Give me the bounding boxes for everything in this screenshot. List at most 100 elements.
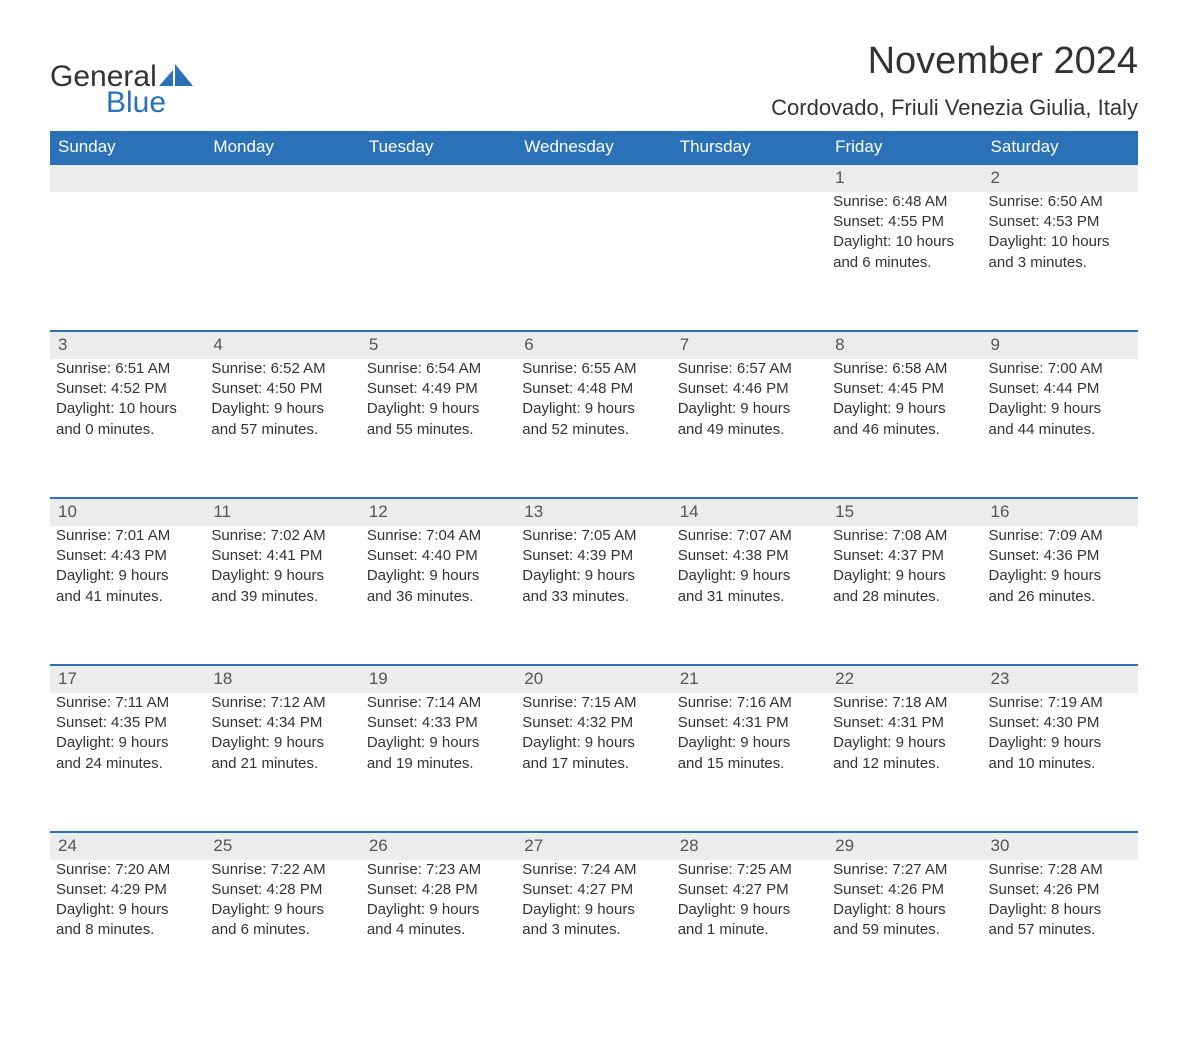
page: General Blue November 2024 Cordovado, Fr… (0, 0, 1188, 1048)
day-line: and 3 minutes. (522, 920, 665, 940)
day-line: Daylight: 9 hours (56, 566, 199, 586)
month-title: November 2024 (771, 40, 1138, 83)
day-number-cell (516, 164, 671, 192)
day-line: Sunset: 4:46 PM (678, 379, 821, 399)
day-number-cell: 25 (205, 832, 360, 860)
day-number-cell (205, 164, 360, 192)
day-content-cell: Sunrise: 7:28 AMSunset: 4:26 PMDaylight:… (983, 860, 1138, 998)
day-content-cell: Sunrise: 7:12 AMSunset: 4:34 PMDaylight:… (205, 693, 360, 832)
day-content-cell: Sunrise: 6:55 AMSunset: 4:48 PMDaylight:… (516, 359, 671, 498)
day-line: Sunset: 4:45 PM (833, 379, 976, 399)
week-number-row: 17181920212223 (50, 665, 1138, 693)
day-line: and 55 minutes. (367, 420, 510, 440)
day-line: Sunrise: 7:20 AM (56, 860, 199, 880)
day-line: Sunset: 4:32 PM (522, 713, 665, 733)
day-header: Wednesday (516, 131, 671, 164)
day-line: Sunrise: 7:04 AM (367, 526, 510, 546)
day-number-cell: 15 (827, 498, 982, 526)
day-number-cell: 9 (983, 331, 1138, 359)
calendar-head: SundayMondayTuesdayWednesdayThursdayFrid… (50, 131, 1138, 164)
day-line: Sunrise: 6:54 AM (367, 359, 510, 379)
day-line: Daylight: 9 hours (211, 566, 354, 586)
day-line: Sunset: 4:37 PM (833, 546, 976, 566)
day-line: Sunrise: 7:07 AM (678, 526, 821, 546)
day-line: Daylight: 9 hours (211, 399, 354, 419)
day-line: and 52 minutes. (522, 420, 665, 440)
day-line: Daylight: 9 hours (211, 733, 354, 753)
day-header: Thursday (672, 131, 827, 164)
day-line: Daylight: 9 hours (522, 900, 665, 920)
day-line: Sunset: 4:49 PM (367, 379, 510, 399)
day-line: Daylight: 9 hours (989, 399, 1132, 419)
day-line: Sunset: 4:34 PM (211, 713, 354, 733)
day-number-cell: 12 (361, 498, 516, 526)
day-line: Daylight: 9 hours (367, 900, 510, 920)
day-line: Sunset: 4:29 PM (56, 880, 199, 900)
day-line: Daylight: 9 hours (211, 900, 354, 920)
day-line: and 4 minutes. (367, 920, 510, 940)
title-block: November 2024 Cordovado, Friuli Venezia … (771, 40, 1138, 121)
day-number-cell: 27 (516, 832, 671, 860)
day-number-cell: 13 (516, 498, 671, 526)
day-line: Sunrise: 7:25 AM (678, 860, 821, 880)
week-content-row: Sunrise: 7:01 AMSunset: 4:43 PMDaylight:… (50, 526, 1138, 665)
day-line: Sunset: 4:38 PM (678, 546, 821, 566)
day-line: Daylight: 9 hours (522, 566, 665, 586)
day-content-cell: Sunrise: 6:58 AMSunset: 4:45 PMDaylight:… (827, 359, 982, 498)
day-line: and 19 minutes. (367, 754, 510, 774)
day-content-cell: Sunrise: 6:57 AMSunset: 4:46 PMDaylight:… (672, 359, 827, 498)
day-number-cell: 30 (983, 832, 1138, 860)
day-content-cell: Sunrise: 6:52 AMSunset: 4:50 PMDaylight:… (205, 359, 360, 498)
week-content-row: Sunrise: 7:11 AMSunset: 4:35 PM Daylight:… (50, 693, 1138, 832)
day-content-cell: Sunrise: 6:50 AMSunset: 4:53 PMDaylight:… (983, 192, 1138, 331)
day-number-cell: 24 (50, 832, 205, 860)
day-line: Daylight: 9 hours (678, 900, 821, 920)
day-line: Sunset: 4:48 PM (522, 379, 665, 399)
day-line: Sunset: 4:35 PM (56, 713, 199, 733)
day-number-cell: 18 (205, 665, 360, 693)
week-content-row: Sunrise: 6:51 AMSunset: 4:52 PMDaylight:… (50, 359, 1138, 498)
day-number-cell: 21 (672, 665, 827, 693)
day-line: Sunrise: 7:11 AM (56, 693, 199, 713)
day-number-cell (361, 164, 516, 192)
day-line: and 46 minutes. (833, 420, 976, 440)
day-line: Sunset: 4:43 PM (56, 546, 199, 566)
day-content-cell: Sunrise: 7:08 AMSunset: 4:37 PMDaylight:… (827, 526, 982, 665)
day-number-cell: 14 (672, 498, 827, 526)
day-content-cell: Sunrise: 7:04 AMSunset: 4:40 PMDaylight:… (361, 526, 516, 665)
day-line: Sunset: 4:39 PM (522, 546, 665, 566)
week-content-row: Sunrise: 7:20 AMSunset: 4:29 PM Daylight:… (50, 860, 1138, 998)
day-number-cell: 6 (516, 331, 671, 359)
day-header: Tuesday (361, 131, 516, 164)
day-line: Sunset: 4:52 PM (56, 379, 199, 399)
day-line: Sunrise: 6:58 AM (833, 359, 976, 379)
week-number-row: 24252627282930 (50, 832, 1138, 860)
day-line: and 6 minutes. (833, 253, 976, 273)
day-line: and 15 minutes. (678, 754, 821, 774)
day-content-cell: Sunrise: 7:01 AMSunset: 4:43 PMDaylight:… (50, 526, 205, 665)
day-line: and 39 minutes. (211, 587, 354, 607)
day-header: Monday (205, 131, 360, 164)
day-line: and 49 minutes. (678, 420, 821, 440)
day-number-cell (50, 164, 205, 192)
day-line: Sunset: 4:53 PM (989, 212, 1132, 232)
day-line: Daylight: 9 hours (522, 733, 665, 753)
day-line: Daylight: 9 hours (678, 733, 821, 753)
day-line: Daylight: 8 hours (833, 900, 976, 920)
day-line: Sunset: 4:31 PM (833, 713, 976, 733)
day-line: Sunset: 4:26 PM (989, 880, 1132, 900)
day-content-cell (361, 192, 516, 331)
week-number-row: 3456789 (50, 331, 1138, 359)
day-line: and 31 minutes. (678, 587, 821, 607)
day-number-cell: 4 (205, 331, 360, 359)
day-line: and 59 minutes. (833, 920, 976, 940)
day-line: and 41 minutes. (56, 587, 199, 607)
day-line: Sunrise: 7:05 AM (522, 526, 665, 546)
day-line: Sunset: 4:41 PM (211, 546, 354, 566)
week-number-row: 10111213141516 (50, 498, 1138, 526)
day-number-cell: 7 (672, 331, 827, 359)
header: General Blue November 2024 Cordovado, Fr… (50, 40, 1138, 121)
day-content-cell: Sunrise: 7:09 AMSunset: 4:36 PMDaylight:… (983, 526, 1138, 665)
day-line: and 6 minutes. (211, 920, 354, 940)
logo-text-blue: Blue (106, 86, 166, 120)
